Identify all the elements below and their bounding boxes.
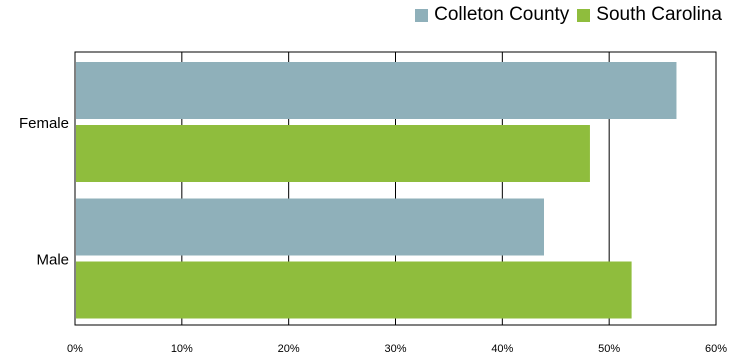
bar-male-south-carolina <box>76 261 632 319</box>
legend-label-south-carolina: South Carolina <box>596 4 722 25</box>
x-tick-label: 0% <box>67 343 83 355</box>
bar-female-south-carolina <box>76 125 590 182</box>
x-tick-label: 30% <box>384 343 406 355</box>
legend-label-colleton-county: Colleton County <box>434 4 570 25</box>
y-category-label: Male <box>36 252 69 269</box>
legend-swatch-colleton-county <box>415 8 429 22</box>
x-tick-label: 10% <box>171 343 193 355</box>
y-category-label: Female <box>19 115 69 132</box>
x-tick-label: 50% <box>598 343 620 355</box>
chart-legend: Colleton County South Carolina <box>407 4 722 26</box>
x-tick-label: 60% <box>705 343 727 355</box>
x-tick-label: 20% <box>278 343 300 355</box>
legend-item-colleton-county: Colleton County <box>415 4 569 26</box>
legend-item-south-carolina: South Carolina <box>577 4 722 26</box>
bar-male-colleton-county <box>76 198 544 256</box>
bar-female-colleton-county <box>76 62 677 119</box>
x-tick-label: 40% <box>491 343 513 355</box>
legend-swatch-south-carolina <box>577 8 591 22</box>
